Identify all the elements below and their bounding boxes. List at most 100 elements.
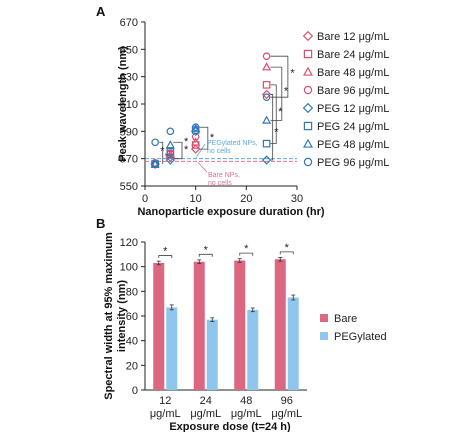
a-data-point bbox=[262, 62, 272, 71]
b-bar bbox=[247, 309, 259, 390]
a-legend-label: Bare 24 μg/mL bbox=[317, 49, 389, 61]
a-reference-note: no cells bbox=[208, 180, 232, 187]
b-significance-star: * bbox=[244, 243, 249, 255]
a-data-point bbox=[191, 123, 201, 132]
a-series bbox=[151, 93, 271, 147]
a-significance-star: * bbox=[184, 144, 189, 156]
a-bracket bbox=[270, 94, 274, 161]
b-bar bbox=[234, 260, 246, 390]
a-legend-marker bbox=[303, 157, 313, 167]
a-bracket bbox=[199, 126, 209, 150]
chart-a: 550 570 590 610 630 650 670 0 10 20 30Nanoparticle… bbox=[117, 17, 389, 218]
b-bar bbox=[287, 297, 299, 390]
a-legend-label: PEG 48 μg/mL bbox=[317, 139, 389, 151]
b-bar bbox=[206, 319, 218, 390]
b-y-tick-label: 60 bbox=[126, 311, 138, 323]
b-legend-label: PEGylated bbox=[334, 331, 387, 343]
a-bracket bbox=[173, 141, 183, 160]
b-x-tick-label: μg/mL bbox=[190, 408, 221, 420]
b-x-tick-label: μg/mL bbox=[271, 408, 302, 420]
a-significance-star: * bbox=[278, 106, 283, 118]
a-legend-label: PEG 12 μg/mL bbox=[317, 103, 389, 115]
b-x-tick-label: 12 bbox=[159, 395, 171, 407]
b-bar bbox=[166, 307, 178, 390]
a-legend-marker bbox=[302, 30, 314, 42]
b-significance-star: * bbox=[163, 246, 168, 258]
a-y-tick-label: 550 bbox=[120, 181, 138, 193]
a-data-point bbox=[191, 137, 201, 146]
a-reference-note: Bare NPs, bbox=[208, 172, 240, 179]
a-data-point bbox=[262, 93, 271, 101]
a-significance-star: * bbox=[290, 68, 295, 80]
b-y-tick-label: 20 bbox=[126, 360, 138, 372]
a-significance-star: * bbox=[184, 136, 189, 148]
a-data-point bbox=[150, 159, 160, 168]
b-legend-swatch bbox=[320, 332, 328, 340]
a-legend-marker bbox=[303, 49, 313, 59]
b-x-axis-title: Exposure dose (t=24 h) bbox=[169, 421, 291, 432]
a-legend-label: Bare 48 μg/mL bbox=[317, 67, 389, 79]
a-y-tick-label: 590 bbox=[120, 126, 138, 138]
a-bracket bbox=[270, 55, 289, 98]
b-x-tick-label: 96 bbox=[281, 395, 293, 407]
b-y-tick-label: 40 bbox=[126, 336, 138, 348]
a-significance-star: * bbox=[210, 132, 215, 144]
a-data-point bbox=[261, 89, 272, 100]
b-y-axis-title: intensity (nm) bbox=[116, 280, 128, 352]
a-data-point bbox=[262, 81, 271, 89]
a-x-tick-label: 30 bbox=[291, 193, 303, 205]
a-x-tick-label: 20 bbox=[240, 193, 252, 205]
a-reference-pointer bbox=[195, 143, 206, 158]
a-y-tick-label: 630 bbox=[120, 72, 138, 84]
a-data-point bbox=[165, 149, 175, 158]
a-significance-star: * bbox=[274, 126, 279, 138]
a-legend-marker bbox=[303, 85, 313, 95]
panel-a-letter: A bbox=[96, 4, 106, 19]
chart-b: 02040608010012012μg/mL*24μg/mL*48μg/mL*9… bbox=[103, 232, 387, 432]
a-x-axis-title: Nanoparticle exposure duration (hr) bbox=[137, 206, 324, 218]
a-significance-star: * bbox=[160, 145, 165, 157]
a-data-point bbox=[150, 159, 160, 169]
a-y-tick-label: 610 bbox=[120, 99, 138, 111]
b-x-tick-label: 48 bbox=[240, 395, 252, 407]
a-legend-marker bbox=[303, 138, 313, 148]
b-x-tick-label: μg/mL bbox=[231, 408, 262, 420]
b-x-tick-label: 24 bbox=[200, 395, 212, 407]
a-reference-note: PEGylated NPs, bbox=[207, 140, 258, 147]
a-y-tick-label: 670 bbox=[120, 17, 138, 29]
a-x-tick-label: 10 bbox=[190, 193, 202, 205]
a-legend-label: Bare 12 μg/mL bbox=[317, 31, 389, 43]
b-bracket bbox=[279, 251, 294, 255]
b-significance-star: * bbox=[204, 244, 209, 256]
a-reference-pointer bbox=[197, 162, 208, 173]
a-data-point bbox=[261, 155, 272, 165]
b-y-tick-label: 0 bbox=[132, 385, 138, 397]
b-x-tick-label: μg/mL bbox=[150, 408, 181, 420]
b-bar bbox=[274, 259, 286, 390]
a-data-point bbox=[166, 127, 175, 136]
a-series bbox=[150, 115, 272, 168]
a-data-point bbox=[165, 155, 176, 165]
b-y-tick-label: 120 bbox=[120, 237, 138, 249]
a-data-point bbox=[165, 140, 175, 149]
a-legend-label: PEG 96 μg/mL bbox=[317, 157, 389, 169]
a-data-point bbox=[191, 123, 200, 132]
b-bar bbox=[153, 262, 165, 390]
b-bracket bbox=[198, 253, 213, 257]
b-y-axis-title: Spectral width at 95% maximum bbox=[103, 232, 115, 400]
a-reference-note: no cells bbox=[207, 148, 231, 155]
b-legend-swatch bbox=[320, 314, 328, 322]
a-legend-label: PEG 24 μg/mL bbox=[317, 121, 389, 133]
a-data-point bbox=[151, 138, 159, 147]
a-x-tick-label: 0 bbox=[142, 193, 148, 205]
b-y-tick-label: 100 bbox=[120, 262, 138, 274]
a-data-point bbox=[262, 115, 272, 124]
b-bracket bbox=[239, 252, 254, 256]
a-legend-marker bbox=[303, 121, 313, 131]
b-bar bbox=[193, 261, 205, 390]
a-data-point bbox=[262, 139, 271, 148]
a-legend-marker bbox=[303, 66, 313, 76]
a-data-point bbox=[262, 52, 271, 60]
b-bracket bbox=[158, 255, 173, 259]
